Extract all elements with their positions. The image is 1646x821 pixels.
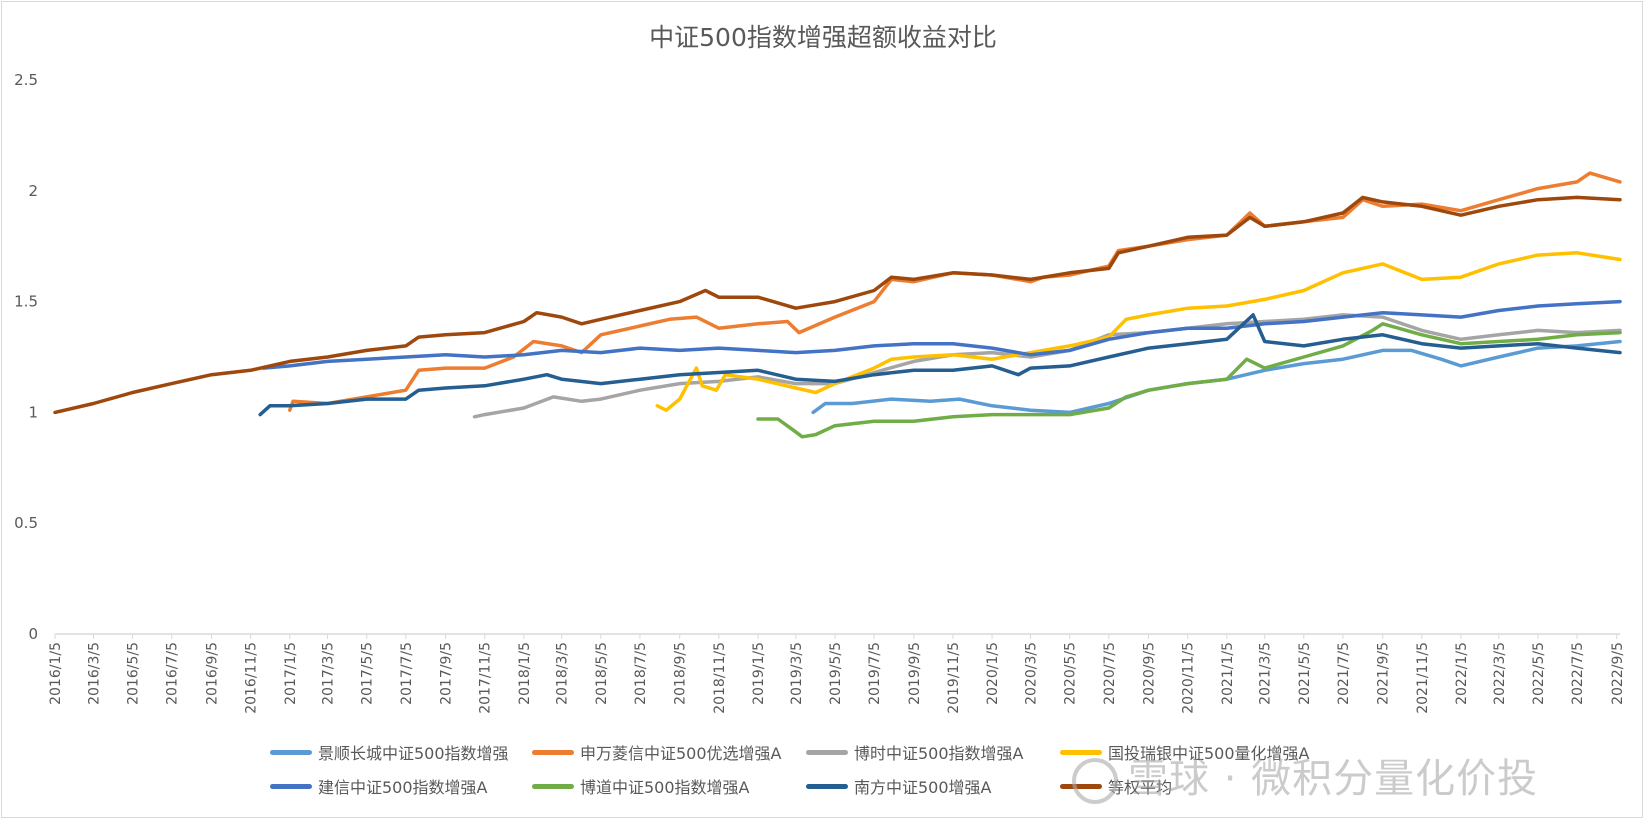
x-tick-label: 2016/9/5 <box>205 642 221 705</box>
series-line-1 <box>811 339 1622 415</box>
legend-label: 博时中证500指数增强A <box>854 744 1024 763</box>
legend-label: 申万菱信中证500优选增强A <box>580 744 782 763</box>
legend-swatch <box>532 783 574 789</box>
x-tick-label: 2017/5/5 <box>360 642 376 705</box>
x-tick-label: 2020/5/5 <box>1063 642 1079 705</box>
x-tick-label: 2021/5/5 <box>1297 642 1313 705</box>
series-line-2 <box>288 171 1622 412</box>
watermark-text: 雪球 · 微积分量化价投 <box>1128 756 1539 802</box>
x-tick-label: 2022/1/5 <box>1454 642 1470 705</box>
x-tick-label: 2019/5/5 <box>828 642 844 705</box>
x-tick-label: 2018/5/5 <box>594 642 610 705</box>
legend-swatch <box>806 749 848 755</box>
y-tick-label: 2 <box>28 182 38 200</box>
legend-label: 建信中证500指数增强A <box>318 778 488 797</box>
x-tick-label: 2017/1/5 <box>283 642 299 705</box>
x-tick-label: 2017/7/5 <box>399 642 415 705</box>
x-tick-label: 2018/11/5 <box>712 642 728 714</box>
y-tick-label: 1 <box>28 403 38 421</box>
legend-item: 景顺长城中证500指数增强 <box>270 740 509 764</box>
x-tick-label: 2022/7/5 <box>1570 642 1586 705</box>
legend-swatch <box>806 783 848 789</box>
chart-title: 中证500指数增强超额收益对比 <box>649 23 997 52</box>
x-tick-label: 2021/7/5 <box>1336 642 1352 705</box>
x-tick-label: 2018/3/5 <box>555 642 571 705</box>
series-line-5 <box>261 299 1622 370</box>
legend-label: 博道中证500指数增强A <box>580 778 750 797</box>
legend-label: 等权平均 <box>1108 778 1173 797</box>
x-tick-label: 2020/11/5 <box>1181 642 1197 714</box>
x-tick-label: 2016/1/5 <box>48 642 64 705</box>
x-tick-label: 2017/9/5 <box>439 642 455 705</box>
x-tick-label: 2021/1/5 <box>1220 642 1236 705</box>
watermark: 雪球 · 微积分量化价投 <box>1072 746 1538 804</box>
x-tick-label: 2016/3/5 <box>86 642 102 705</box>
x-tick-label: 2016/11/5 <box>244 642 260 714</box>
x-tick-label: 2020/7/5 <box>1102 642 1118 705</box>
legend-item: 国投瑞银中证500量化增强A <box>1060 740 1310 764</box>
x-tick-label: 2019/7/5 <box>867 642 883 705</box>
x-tick-label: 2018/7/5 <box>633 642 649 705</box>
x-tick-label: 2022/9/5 <box>1610 642 1626 705</box>
y-tick-label: 1.5 <box>14 293 38 311</box>
x-tick-label: 2022/5/5 <box>1531 642 1547 705</box>
series-line-8 <box>53 195 1622 415</box>
legend-swatch <box>1060 749 1102 755</box>
x-tick-label: 2017/11/5 <box>478 642 494 714</box>
y-tick-label: 2.5 <box>14 71 38 89</box>
series-line-6 <box>756 322 1622 439</box>
series-layer <box>53 171 1622 439</box>
x-tick-label: 2022/3/5 <box>1492 642 1508 705</box>
y-axis: 0 0.5 1 1.5 2 2.5 <box>14 71 38 643</box>
legend-label: 国投瑞银中证500量化增强A <box>1108 744 1310 763</box>
x-axis: 2016/1/5 2016/3/5 2016/5/5 2016/7/5 2016/9/5… <box>48 634 1626 714</box>
x-tick-label: 2019/3/5 <box>789 642 805 705</box>
legend-item: 建信中证500指数增强A <box>270 774 488 798</box>
legend-item: 博时中证500指数增强A <box>806 740 1024 764</box>
x-tick-label: 2019/1/5 <box>751 642 767 705</box>
x-tick-label: 2021/11/5 <box>1415 642 1431 714</box>
x-tick-label: 2017/3/5 <box>321 642 337 705</box>
y-tick-label: 0 <box>28 625 38 643</box>
legend-item: 南方中证500增强A <box>806 774 992 798</box>
y-tick-label: 0.5 <box>14 514 38 532</box>
x-tick-label: 2020/9/5 <box>1142 642 1158 705</box>
legend-item: 申万菱信中证500优选增强A <box>532 740 782 764</box>
x-tick-label: 2018/9/5 <box>673 642 689 705</box>
legend-item: 博道中证500指数增强A <box>532 774 750 798</box>
legend-swatch <box>270 749 312 755</box>
legend-label: 景顺长城中证500指数增强 <box>318 744 509 763</box>
x-tick-label: 2021/3/5 <box>1258 642 1274 705</box>
x-tick-label: 2019/11/5 <box>946 642 962 714</box>
x-tick-label: 2020/3/5 <box>1024 642 1040 705</box>
series-line-7 <box>258 313 1622 417</box>
snowball-logo-icon <box>1072 758 1118 804</box>
x-tick-label: 2019/9/5 <box>907 642 923 705</box>
x-tick-label: 2020/1/5 <box>985 642 1001 705</box>
x-tick-label: 2016/7/5 <box>165 642 181 705</box>
legend-label: 南方中证500增强A <box>854 778 992 797</box>
legend-swatch <box>270 783 312 789</box>
x-tick-label: 2018/1/5 <box>517 642 533 705</box>
x-tick-label: 2021/9/5 <box>1376 642 1392 705</box>
series-line-4 <box>655 251 1622 412</box>
x-tick-label: 2016/5/5 <box>126 642 142 705</box>
legend-swatch <box>532 749 574 755</box>
